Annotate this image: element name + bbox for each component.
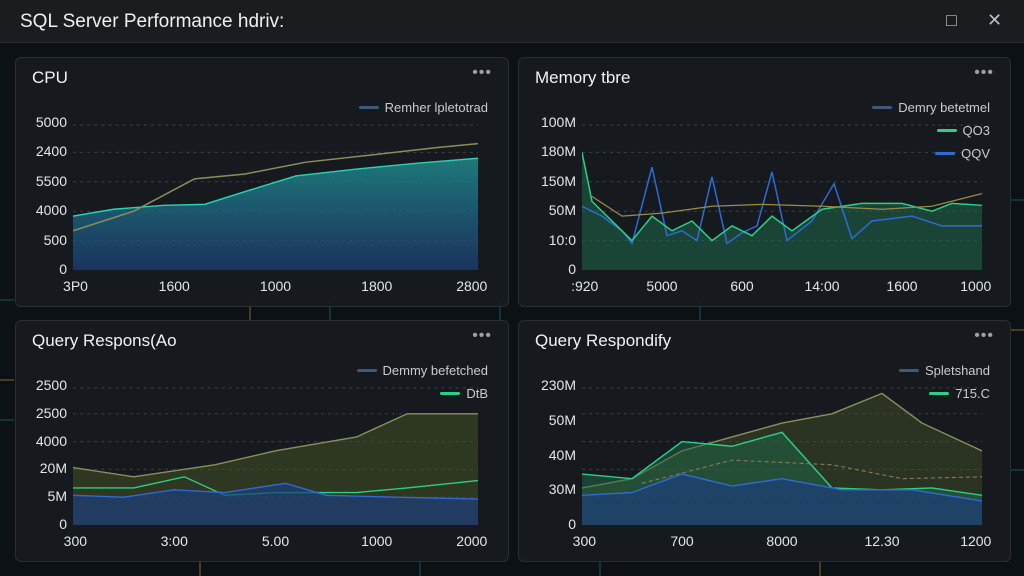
x-axis-label: 1000 [361,533,393,549]
panel-menu[interactable]: ••• [472,327,492,344]
y-axis-label: 2500 [35,404,67,421]
memory-curves [582,124,982,270]
y-axis-label: 100M [540,114,576,130]
close-button[interactable]: ✕ [987,10,1003,30]
y-axis-label: 50M [548,411,576,428]
window-title: SQL Server Performance hdriv: [20,11,285,32]
legend-item: Demry betetmel [872,100,990,115]
panel-title: Query Respondify [535,331,672,350]
legend-swatch [935,152,956,155]
minimize-button[interactable]: □ [946,10,957,30]
cpu-panel: CPU ••• Remher lpletotrad 5000 2400 5500 4000 5… [15,57,509,307]
y-axis-label: 500 [43,231,67,248]
legend-swatch [872,106,893,109]
y-axis-label: 180M [540,143,576,160]
title-bar: SQL Server Performance hdriv: □ ✕ [0,0,1024,43]
legend-swatch [929,392,950,395]
legend-swatch [358,106,379,109]
y-axis-label: 5000 [35,114,67,130]
query-curves [73,387,478,525]
legend-label: Remher lpletotrad [384,100,488,115]
panel-title: Memory tbre [535,68,631,87]
x-axis-label: 1000 [960,278,992,294]
x-axis-label: 5.00 [261,533,290,549]
x-axis-label: 2800 [456,278,488,294]
y-axis-label: 0 [568,516,576,532]
legend-swatch [356,369,377,372]
y-axis-label: 5500 [35,172,67,189]
panel-menu[interactable]: ••• [974,327,994,344]
y-axis-label: 30M [548,481,576,498]
y-axis-label: 0 [568,261,576,277]
y-axis-label: 150M [540,172,576,189]
x-axis-label: 300 [63,533,88,549]
x-axis-label: 12.30 [864,533,900,549]
legend-swatch [898,369,919,372]
legend-label: 715.C [955,386,990,401]
legend-label: QO3 [962,123,990,138]
x-axis-label: 14:00 [804,278,840,294]
y-axis-label: 0 [59,261,67,277]
legend-item: Demmy befetched [356,363,489,378]
panel-menu[interactable]: ••• [974,64,994,81]
legend-label: Demmy befetched [382,363,489,378]
x-axis-label: :920 [571,278,599,294]
legend-item: 715.C [929,386,990,401]
panel-title: CPU [32,68,68,87]
y-axis-label: 5M [47,488,67,505]
legend-label: Spletshand [924,363,990,378]
legend-item: QQV [935,146,990,161]
x-axis-label: 3:00 [160,533,188,549]
legend-label: DtB [466,386,488,401]
legend-swatch [936,129,957,132]
y-axis-label: 20M [39,460,67,477]
panel-menu[interactable]: ••• [472,64,492,81]
legend-label: Demry betetmel [898,100,990,115]
respondify-curves [582,387,982,525]
y-axis-label: 2400 [35,143,67,160]
legend-item: Remher lpletotrad [358,100,488,115]
x-axis-label: 5000 [646,278,678,294]
x-axis-label: 1600 [158,278,190,294]
memory-panel: Memory tbre ••• Demry betetmel QO3 QQV 100M 18… [518,57,1011,307]
x-axis-label: 8000 [766,533,798,549]
y-axis-label: 10:0 [548,231,576,248]
x-axis-label: 600 [730,278,754,294]
x-axis-label: 300 [572,533,597,549]
legend-swatch [440,392,461,395]
x-axis-label: 2000 [456,533,488,549]
cpu-curves [73,124,478,270]
legend-item: DtB [440,386,488,401]
legend-item: QO3 [936,123,990,138]
x-axis-label: 700 [670,533,694,549]
query-response-panel: Query Respons(Ao ••• Demmy befetched DtB 250… [15,320,509,562]
x-axis-label: 1800 [361,278,393,294]
y-axis-label: 4000 [35,432,67,449]
y-axis-label: 0 [59,516,67,532]
legend-label: QQV [961,146,990,161]
y-axis-label: 50M [548,202,576,219]
y-axis-label: 2500 [35,377,67,393]
x-axis-label: 1600 [886,278,918,294]
x-axis-label: 1200 [960,533,992,549]
query-respondify-panel: Query Respondify ••• Spletshand 715.C 230M 50… [518,320,1011,562]
panel-title: Query Respons(Ao [32,331,177,350]
y-axis-label: 4000 [35,202,67,219]
x-axis-label: 3P0 [63,278,88,294]
legend-item: Spletshand [898,363,990,378]
y-axis-label: 40M [548,446,576,463]
x-axis-label: 1000 [259,278,292,294]
y-axis-label: 230M [540,377,576,393]
